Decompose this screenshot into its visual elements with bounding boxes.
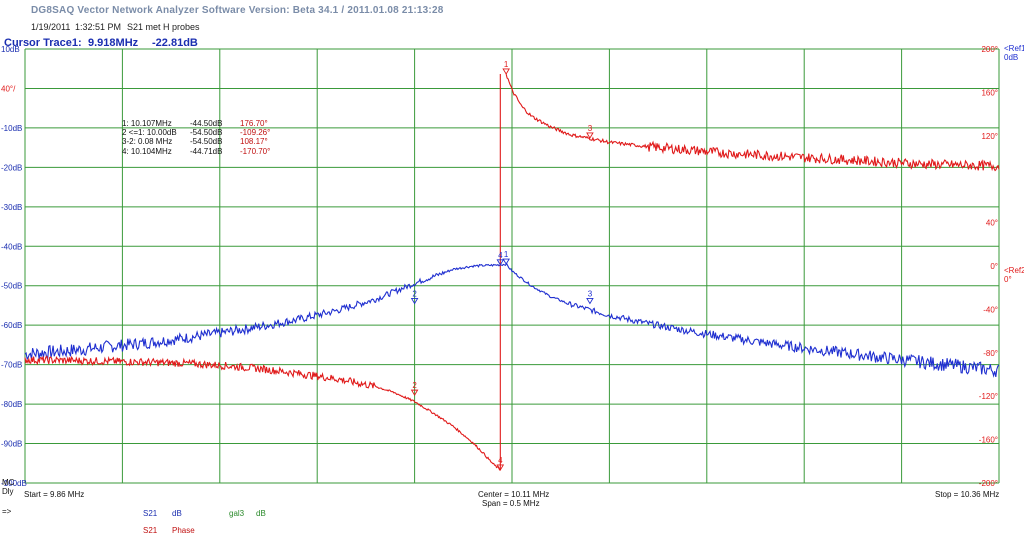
left-tick-label: -30dB bbox=[1, 203, 22, 212]
marker-triangle[interactable] bbox=[502, 258, 510, 265]
marker-row: 4: 10.104MHz -44.71dB -170.70° bbox=[122, 147, 270, 156]
left-ref-label: 40°/ bbox=[1, 84, 16, 93]
left-tick-label: -60dB bbox=[1, 321, 22, 330]
marker-triangle[interactable] bbox=[496, 464, 505, 471]
right-tick-label: 120° bbox=[981, 132, 998, 141]
ref2-value: 0° bbox=[1004, 275, 1012, 284]
measurement-date: 1/19/2011 bbox=[31, 22, 71, 32]
marker-row: 3-2: 0.08 MHz -54.50dB 108.17° bbox=[122, 137, 270, 146]
magnitude-trace-layer bbox=[24, 262, 1000, 378]
legend-trace3-name[interactable]: S21 bbox=[143, 526, 158, 535]
legend-trace3-unit[interactable]: Phase bbox=[172, 526, 195, 535]
marker-mag: -54.50dB bbox=[190, 128, 223, 138]
marker-freq: 1: 10.107MHz bbox=[122, 119, 172, 128]
marker-freq: 4: 10.104MHz bbox=[122, 146, 172, 156]
left-tick-label: -40dB bbox=[1, 242, 22, 251]
right-tick-label: 40° bbox=[986, 219, 998, 228]
ref1-value: 0dB bbox=[1004, 53, 1018, 62]
legend-trace2-unit[interactable]: dB bbox=[256, 509, 266, 518]
ref2-label: <Ref2 bbox=[1004, 266, 1024, 275]
cursor-frequency: 9.918MHz bbox=[88, 37, 139, 49]
right-axis-ticks: 200° 160° 120° 40° 0° -40° -80° -120° -160° -200°… bbox=[979, 44, 1024, 488]
measurement-time: 1:32:51 PM bbox=[75, 22, 122, 32]
marker-phase: 176.70° bbox=[240, 119, 268, 128]
marker-triangle[interactable] bbox=[586, 298, 594, 305]
marker-label: 4 bbox=[498, 456, 503, 465]
series-line bbox=[24, 355, 501, 471]
legend-trace1-name[interactable]: S21 bbox=[143, 509, 158, 518]
right-tick-label: -160° bbox=[979, 436, 998, 445]
right-tick-label: -80° bbox=[983, 349, 998, 358]
marker-freq: 3-2: 0.08 MHz bbox=[122, 137, 173, 147]
stop-frequency-label: Stop = 10.36 MHz bbox=[935, 490, 1000, 499]
right-tick-label: 160° bbox=[981, 88, 998, 97]
marker-phase: -170.70° bbox=[240, 146, 271, 156]
left-tick-label: -100dB bbox=[1, 479, 27, 488]
legend-trace2-name[interactable]: gal3 bbox=[229, 509, 245, 518]
marker-label: 2 bbox=[412, 381, 417, 390]
span-label: Span = 0.5 MHz bbox=[482, 499, 540, 508]
start-frequency-label: Start = 9.86 MHz bbox=[24, 490, 85, 499]
left-tick-label: -20dB bbox=[1, 163, 22, 172]
marker-triangle[interactable] bbox=[410, 389, 419, 396]
left-tick-label: -70dB bbox=[1, 361, 22, 370]
dly-label: Dly bbox=[2, 487, 14, 496]
ref1-label: <Ref1 bbox=[1004, 44, 1024, 53]
cursor-value: -22.81dB bbox=[152, 37, 198, 49]
right-tick-label: -200° bbox=[979, 479, 998, 488]
measurement-name: S21 met H probes bbox=[127, 22, 200, 32]
marker-mag: -54.50dB bbox=[190, 137, 223, 147]
marker-label: 4 bbox=[498, 251, 503, 260]
marker-readout-table: 1: 10.107MHz -44.50dB 176.70° 2 <=1: 10.… bbox=[122, 119, 270, 156]
marker-row: 1: 10.107MHz -44.50dB 176.70° bbox=[122, 119, 270, 128]
marker-mag: -44.71dB bbox=[190, 146, 223, 156]
marker-triangle[interactable] bbox=[496, 259, 505, 266]
left-tick-label: -10dB bbox=[1, 124, 22, 133]
left-axis-ticks: 10dB0dB-10dB-20dB-30dB-40dB-50dB-60dB-70… bbox=[1, 45, 27, 488]
mc-label: MC bbox=[2, 478, 15, 487]
marker-triangle[interactable] bbox=[502, 68, 510, 75]
cursor-label: Cursor Trace1: bbox=[4, 37, 82, 49]
legend-trace1-unit[interactable]: dB bbox=[172, 509, 182, 518]
left-tick-label: -50dB bbox=[1, 282, 22, 291]
right-tick-label: -120° bbox=[979, 392, 998, 401]
series-line bbox=[24, 262, 1000, 378]
marker-label: 1 bbox=[504, 60, 509, 69]
series-line bbox=[505, 74, 1000, 172]
marker-label: 1 bbox=[504, 250, 509, 259]
marker-row: 2 <=1: 10.00dB -54.50dB -109.26° bbox=[122, 128, 270, 137]
arrow-label[interactable]: => bbox=[2, 507, 12, 516]
marker-label: 2 bbox=[412, 289, 417, 298]
marker-phase: -109.26° bbox=[240, 128, 271, 138]
left-tick-label: 10dB bbox=[1, 45, 20, 54]
right-tick-label: 200° bbox=[981, 45, 998, 54]
marker-triangle[interactable] bbox=[586, 132, 594, 139]
phase-trace-layer bbox=[24, 73, 1000, 471]
marker-phase: 108.17° bbox=[240, 137, 268, 147]
right-tick-label: 0° bbox=[990, 262, 998, 271]
right-tick-label: -40° bbox=[983, 305, 998, 314]
center-frequency-label: Center = 10.11 MHz bbox=[478, 490, 550, 499]
marker-triangle[interactable] bbox=[410, 298, 419, 305]
marker-label: 3 bbox=[588, 289, 593, 298]
left-tick-label: -90dB bbox=[1, 440, 22, 449]
chart-grid bbox=[24, 48, 1000, 484]
marker-mag: -44.50dB bbox=[190, 119, 223, 128]
marker-freq: 2 <=1: 10.00dB bbox=[122, 128, 177, 138]
left-tick-label: -80dB bbox=[1, 400, 22, 409]
app-title: DG8SAQ Vector Network Analyzer Software … bbox=[31, 5, 444, 16]
marker-label: 3 bbox=[588, 124, 593, 133]
